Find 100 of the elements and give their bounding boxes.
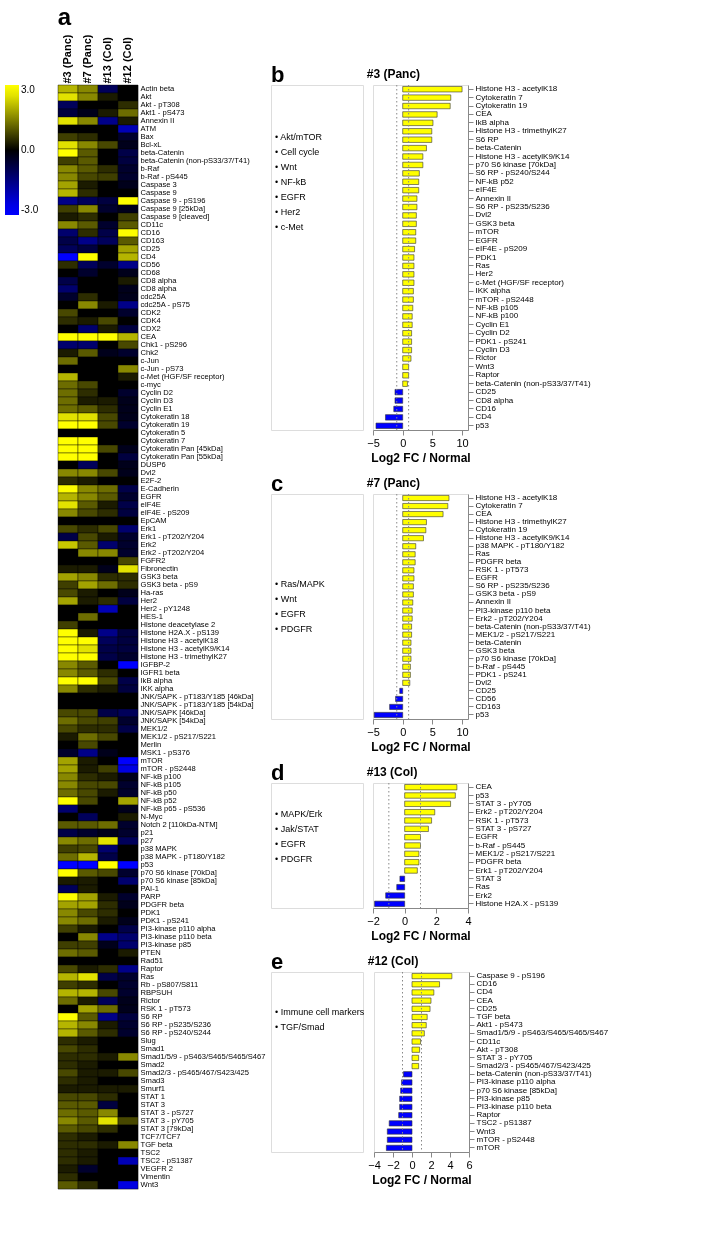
y-tick-label: CEA [476,995,494,1005]
bar [399,687,403,694]
bar [402,161,424,168]
y-tick-label: Annexin II [475,193,512,203]
bar [402,527,427,534]
y-tick-label: beta-Catenin [475,637,522,647]
text: • Cell cycle [275,146,320,157]
text: • c-Met [275,221,304,232]
y-tick-label: S6 RP - pS235/S236 [475,581,551,591]
text: b [271,62,285,87]
x-axis-title: Log2 FC / Normal [372,1172,472,1187]
bar [389,704,403,710]
y-tick-label: CD16 [475,403,497,413]
y-tick-label: S6 RP - pS240/S244 [475,168,551,178]
bar [411,1014,428,1020]
y-tick-label: S6 RP [475,134,499,144]
y-tick-label: RSK 1 - pT573 [475,565,529,575]
bar [402,663,411,670]
chart-title: #13 (Col) [366,764,418,779]
y-tick-label: CD56 [475,693,497,703]
bar [402,262,415,269]
bar [411,973,453,980]
y-tick-label: mTOR - pS2448 [475,294,535,304]
x-tick-label: 10 [456,436,469,449]
bar [402,304,414,312]
y-tick-label: TGF beta [476,1012,511,1021]
y-tick-label: c-Met (HGF/SF receptor) [475,277,565,287]
x-tick-label: 6 [466,1158,473,1171]
text: • PDGFR [275,854,313,865]
x-tick-label: 5 [429,725,436,738]
bar [402,355,412,362]
y-tick-label: Cyclin D2 [475,328,511,338]
x-tick-label: #13 (Col) [101,36,113,84]
y-tick-label: CD25 [475,387,497,397]
y-tick-label: Dvl2 [475,677,493,687]
y-tick-label: p70 S6 kinase [70kDa] [475,653,556,663]
y-tick-label: Ras [475,260,490,270]
bar [402,153,424,160]
y-tick-label: CD16 [476,979,498,989]
x-tick-label: 4 [465,914,472,927]
y-tick-label: Cyclin E1 [475,319,510,329]
y-tick-label: S6 RP - pS235/S236 [475,202,551,212]
y-tick-label: Cytokeratin 7 [475,92,524,102]
y-tick-label: CEA [475,509,493,519]
text: e [271,949,284,974]
y-tick-label: CD4 [476,987,494,997]
color-bar-label: 3.0 [21,84,36,95]
y-tick-label: Caspase 9 - pS196 [476,971,546,981]
y-tick-label: b-Raf - pS445 [475,840,526,850]
bar [402,503,449,509]
y-tick-label: beta-Catenin (non-pS33/37/T41) [475,621,592,631]
bar [402,671,411,678]
bar [402,145,427,152]
y-tick-label: PDK1 [475,252,497,262]
text: • Akt/mTOR [275,131,323,142]
y-tick-label: Dvl2 [475,210,493,220]
y-tick-label: IkB alpha [475,117,510,127]
bar [395,696,403,702]
bar [386,1144,413,1151]
y-tick-label: IKK alpha [475,286,511,296]
y-tick-label: CD4 [475,412,493,422]
y-tick-label: Histone H3 - acetylK18 [475,493,558,503]
y-tick-label: CEA [475,109,493,119]
text: • Wnt [275,594,298,604]
y-tick-label: mTOR [475,227,500,237]
x-tick-label: 0 [400,725,407,738]
y-tick-label: eIF4E [475,185,497,195]
y-tick-label: Erk2 [475,890,493,900]
y-tick-label: STAT 3 - pS727 [475,823,533,833]
x-axis-title: Log2 FC / Normal [371,739,471,754]
y-tick-label: p70 S6 kinase [70kDa] [475,159,556,169]
x-tick-label: −5 [367,436,380,449]
y-tick-label: p53 [475,420,490,430]
y-tick-label: Erk2 - pT202/Y204 [475,807,544,817]
y-tick-label: Cytokeratin 19 [475,525,528,535]
bar [398,1112,413,1119]
y-tick-label: p53 [475,790,490,800]
y-tick-label: STAT 3 - pY705 [476,1052,534,1062]
y-tick-label: Smad2/3 - pS465/467/S423/425 [476,1061,592,1071]
bar [393,405,403,412]
bar [402,246,415,253]
y-tick-label: Smad1/5/9 - pS463/S465/S465/S467 [476,1028,609,1038]
x-tick-label: #12 (Col) [121,36,133,84]
text: • Ras/MAPK [275,579,325,589]
x-axis-title: Log2 FC / Normal [371,928,471,943]
x-tick-label: 0 [409,1158,416,1171]
y-tick-label: GSK3 beta [475,218,516,228]
x-tick-label: 2 [428,1158,435,1171]
y-tick-label: mTOR - pS2448 [476,1134,536,1144]
y-tick-label: Erk1 - pT202/Y204 [475,865,544,875]
text: • TGF/Smad [275,1021,325,1032]
y-tick-label: CD25 [476,1003,498,1013]
x-tick-label: 0 [402,914,409,927]
y-tick-label: CEA [475,782,493,792]
x-tick-label: #3 (Panc) [61,34,73,84]
x-axis-title: Log2 FC / Normal [371,450,471,465]
y-tick-label: PDGFR beta [475,557,522,567]
y-tick-label: Wnt3 [475,361,495,371]
bar [402,679,411,686]
y-tick-label: Ras [475,882,490,892]
